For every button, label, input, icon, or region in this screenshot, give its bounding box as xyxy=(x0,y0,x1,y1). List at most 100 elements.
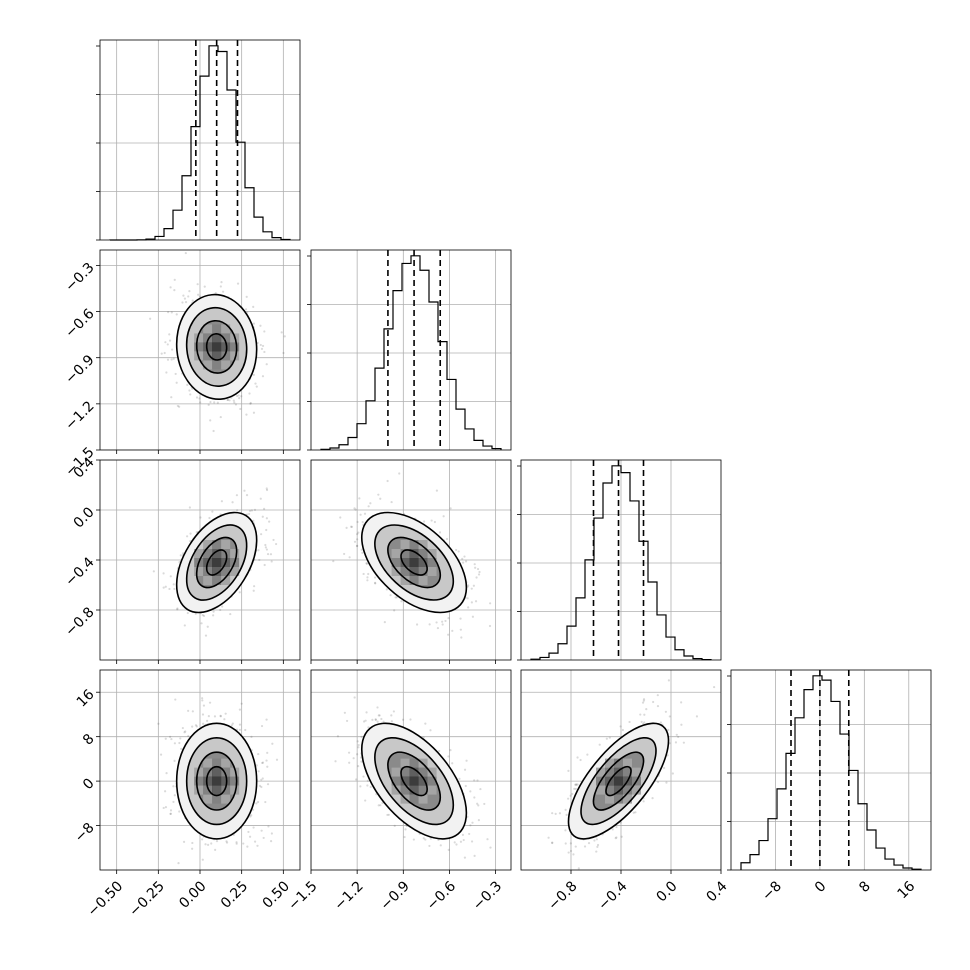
sample-point xyxy=(157,722,160,725)
sample-point xyxy=(643,713,646,716)
density-cell xyxy=(212,558,222,567)
sample-point xyxy=(183,731,186,734)
sample-point xyxy=(268,520,271,523)
y-tick-label: −0.8 xyxy=(62,604,97,639)
density-cell xyxy=(427,776,437,786)
sample-point xyxy=(386,813,389,817)
y-tick-label: 0 xyxy=(80,775,98,793)
sample-point xyxy=(184,251,187,255)
sample-point xyxy=(359,513,362,516)
sample-point xyxy=(441,623,444,626)
sample-point xyxy=(264,543,267,547)
x-tick-label: 0.50 xyxy=(260,878,293,911)
sample-point xyxy=(471,615,475,618)
sample-point xyxy=(558,812,562,815)
density-cell xyxy=(230,767,240,777)
sample-point xyxy=(170,311,173,314)
sample-point xyxy=(248,392,251,395)
sample-point xyxy=(475,576,478,579)
density-cell xyxy=(212,785,222,795)
density-cell xyxy=(400,576,410,585)
sample-point xyxy=(583,845,587,848)
sample-point xyxy=(457,550,460,553)
sample-point xyxy=(376,720,379,723)
sample-point xyxy=(356,533,359,536)
sample-point xyxy=(173,742,176,745)
sample-point xyxy=(255,802,258,805)
sample-point xyxy=(339,516,342,519)
sample-point xyxy=(232,399,235,402)
sample-point xyxy=(462,838,465,842)
sample-point xyxy=(183,624,186,627)
sample-point xyxy=(188,389,191,392)
sample-point xyxy=(667,679,670,682)
sample-point xyxy=(620,835,623,838)
density-cell xyxy=(418,540,428,549)
sample-point xyxy=(248,509,252,513)
panel-content xyxy=(311,670,511,870)
density-cell xyxy=(203,549,213,558)
sample-point xyxy=(479,787,482,791)
sample-point xyxy=(474,566,477,569)
sample-point xyxy=(180,747,183,750)
sample-point xyxy=(238,728,241,731)
sample-point xyxy=(364,799,367,802)
sample-point xyxy=(212,610,215,613)
sample-point xyxy=(173,289,176,292)
density-cell xyxy=(623,794,632,804)
sample-point xyxy=(165,371,168,374)
sample-point xyxy=(209,419,212,422)
sample-point xyxy=(473,796,476,799)
sample-point xyxy=(198,397,201,400)
panel-frame xyxy=(310,249,512,451)
sample-point xyxy=(236,282,240,285)
sample-point xyxy=(266,783,270,786)
sample-point xyxy=(160,352,163,355)
density-cell xyxy=(194,785,204,795)
sample-point xyxy=(209,400,212,404)
x-tick-label: 0.25 xyxy=(218,878,251,911)
sample-point xyxy=(172,357,175,360)
sample-point xyxy=(270,832,273,835)
sample-point xyxy=(365,711,368,714)
sample-point xyxy=(188,506,191,509)
sample-point xyxy=(551,841,554,845)
sample-point xyxy=(166,343,169,346)
sample-point xyxy=(234,403,238,406)
sample-point xyxy=(356,520,359,524)
sample-point xyxy=(208,516,211,520)
sample-point xyxy=(362,775,365,778)
sample-point xyxy=(567,797,570,800)
sample-point xyxy=(367,505,370,508)
density-cell xyxy=(391,567,401,576)
contour-line xyxy=(195,319,238,374)
sample-point xyxy=(248,835,252,838)
density-cell xyxy=(614,794,623,804)
sample-point xyxy=(355,544,359,548)
sample-point xyxy=(392,710,395,713)
sample-point xyxy=(572,853,575,856)
sample-point xyxy=(219,715,222,718)
density-cell xyxy=(409,558,419,567)
sample-point xyxy=(236,509,239,512)
sample-point xyxy=(470,840,474,843)
sample-point xyxy=(573,787,576,790)
density-cell xyxy=(418,576,428,585)
sample-point xyxy=(575,783,578,787)
density-cell xyxy=(212,767,222,777)
density-cell xyxy=(596,767,605,777)
sample-point xyxy=(343,552,346,556)
sample-point xyxy=(695,715,699,718)
density-cell xyxy=(230,342,240,352)
sample-point xyxy=(224,712,227,715)
sample-point xyxy=(641,701,645,704)
sample-point xyxy=(569,794,572,797)
sample-point xyxy=(449,749,452,752)
sample-point xyxy=(651,797,654,800)
sample-point xyxy=(184,301,188,304)
sample-point xyxy=(358,497,361,500)
sample-point xyxy=(353,696,356,699)
sample-point xyxy=(250,814,253,817)
sample-point xyxy=(458,777,461,780)
sample-point xyxy=(187,734,190,738)
